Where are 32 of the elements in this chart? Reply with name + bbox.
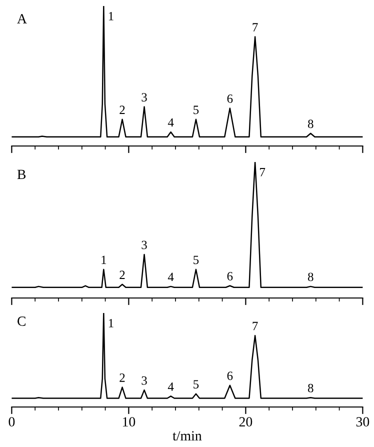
annotation: 4: [168, 272, 174, 281]
annotation: 4: [168, 118, 174, 127]
x-axis-title: t/min: [172, 431, 202, 440]
annotation: 6: [227, 94, 233, 103]
x-tick-label: 20: [239, 417, 252, 426]
annotation: B: [17, 170, 26, 179]
annotation: C: [18, 316, 26, 326]
annotation: 7: [260, 168, 266, 176]
annotation: 5: [194, 380, 199, 389]
annotation: 1: [108, 12, 114, 20]
annotation: 2: [120, 374, 125, 382]
annotation: 3: [142, 240, 147, 250]
annotation: 5: [194, 106, 199, 114]
annotation: 2: [120, 270, 125, 279]
annotation: 8: [308, 384, 314, 392]
annotation: 3: [142, 376, 147, 385]
x-tick-label: 30: [356, 417, 370, 426]
annotation: 5: [194, 256, 199, 264]
annotation: A: [17, 14, 27, 24]
annotation: 1: [102, 256, 106, 264]
annotation: 4: [168, 382, 174, 391]
x-tick-label: 0: [8, 417, 15, 426]
annotation: 6: [227, 272, 233, 280]
annotation: 3: [142, 93, 147, 102]
x-tick-label: 10: [122, 417, 136, 426]
annotation: 8: [308, 272, 314, 282]
annotation: 7: [252, 322, 258, 330]
annotation: 7: [252, 23, 258, 32]
annotation: 1: [108, 318, 114, 328]
annotation: 8: [308, 120, 314, 128]
annotation: 2: [120, 106, 125, 114]
annotation: 6: [227, 372, 233, 380]
